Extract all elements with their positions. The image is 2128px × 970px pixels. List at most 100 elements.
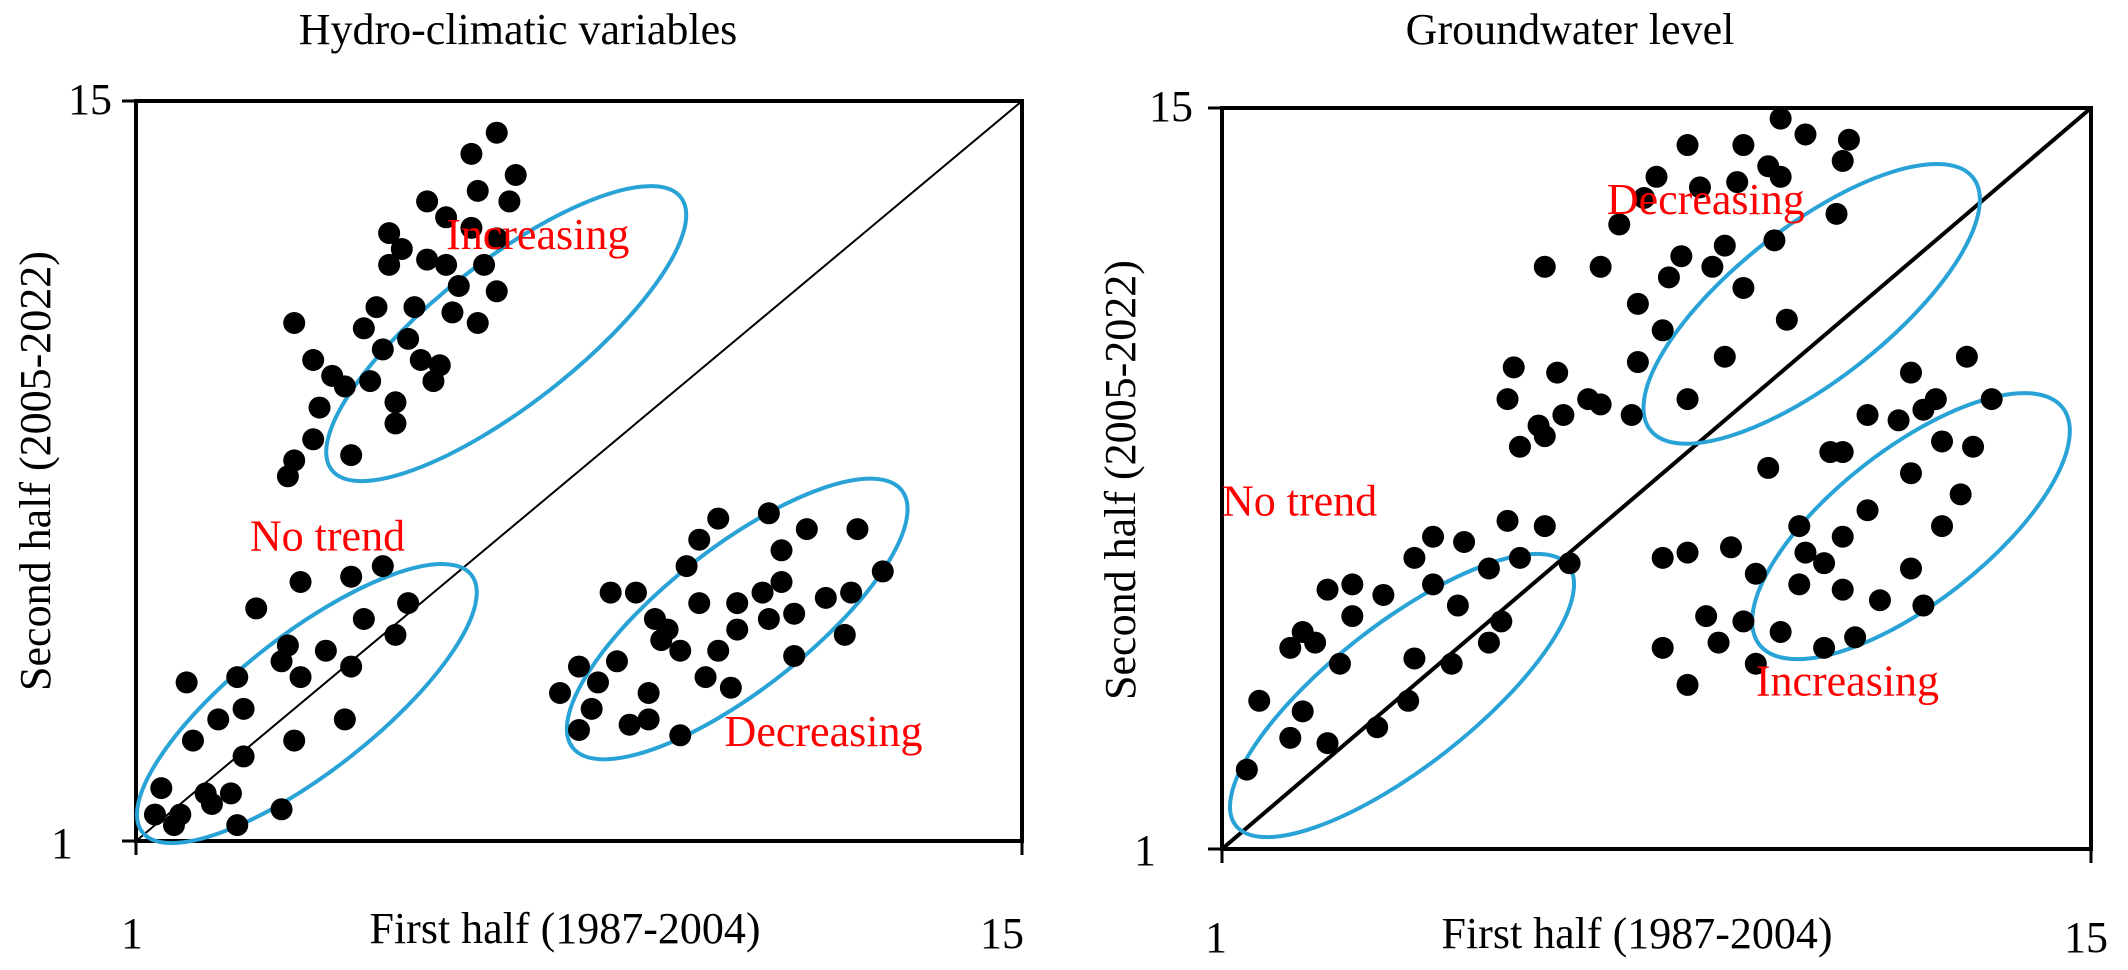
group-no-trend: No trend bbox=[134, 511, 479, 846]
data-point-decreasing bbox=[624, 581, 647, 604]
group-label-decreasing: Decreasing bbox=[1607, 175, 1805, 224]
data-point-increasing bbox=[340, 444, 363, 467]
data-point-no-trend bbox=[1533, 515, 1556, 538]
data-point-no-trend bbox=[270, 798, 293, 821]
data-point-increasing bbox=[1856, 403, 1879, 426]
x-axis-label: First half (1987-2004) bbox=[1441, 909, 1832, 958]
data-point-no-trend bbox=[207, 708, 230, 731]
data-point-decreasing bbox=[1502, 356, 1525, 379]
data-point-decreasing bbox=[846, 518, 869, 541]
data-point-decreasing bbox=[1546, 361, 1569, 384]
group-decreasing: Decreasing bbox=[549, 476, 922, 762]
data-point-no-trend bbox=[283, 729, 306, 752]
data-point-decreasing bbox=[637, 708, 660, 731]
data-point-increasing bbox=[378, 253, 401, 276]
data-point-no-trend bbox=[289, 666, 312, 689]
data-point-decreasing bbox=[1769, 165, 1792, 188]
data-point-decreasing bbox=[1831, 149, 1854, 172]
data-point-increasing bbox=[435, 206, 458, 229]
data-point-no-trend bbox=[1496, 509, 1519, 532]
y-tick-min: 1 bbox=[51, 819, 73, 868]
x-tick-min: 1 bbox=[121, 909, 143, 958]
chart-title: Groundwater level bbox=[1406, 5, 1735, 54]
data-point-increasing bbox=[352, 317, 375, 340]
data-point-decreasing bbox=[1688, 176, 1711, 199]
data-point-decreasing bbox=[707, 507, 730, 530]
data-point-increasing bbox=[1707, 631, 1730, 654]
data-point-increasing bbox=[1676, 673, 1699, 696]
data-point-decreasing bbox=[1552, 403, 1575, 426]
y-tick-max: 15 bbox=[1149, 82, 1193, 131]
data-point-decreasing bbox=[694, 666, 717, 689]
data-point-decreasing bbox=[1626, 351, 1649, 374]
data-point-increasing bbox=[302, 428, 325, 451]
data-point-no-trend bbox=[289, 571, 312, 593]
data-point-decreasing bbox=[599, 581, 622, 604]
data-point-increasing bbox=[473, 253, 496, 276]
data-point-decreasing bbox=[1657, 266, 1680, 289]
data-point-increasing bbox=[416, 248, 439, 271]
group-increasing: Increasing bbox=[276, 121, 689, 488]
data-point-decreasing bbox=[1763, 229, 1786, 252]
data-point-decreasing bbox=[586, 671, 609, 694]
data-point-no-trend bbox=[1397, 689, 1420, 712]
data-point-increasing bbox=[1955, 345, 1978, 368]
data-point-no-trend bbox=[1558, 552, 1581, 575]
data-point-increasing bbox=[403, 296, 426, 319]
plot-area: Increasing No trend Decreasing bbox=[134, 121, 922, 846]
data-point-decreasing bbox=[688, 528, 711, 551]
data-point-decreasing bbox=[568, 719, 590, 741]
data-point-increasing bbox=[1868, 589, 1891, 612]
data-point-increasing bbox=[498, 190, 521, 213]
data-point-decreasing bbox=[656, 618, 679, 641]
data-point-increasing bbox=[1931, 515, 1954, 538]
data-point-decreasing bbox=[1608, 213, 1631, 236]
data-point-decreasing bbox=[1508, 435, 1531, 458]
data-point-increasing bbox=[485, 121, 508, 144]
data-point-decreasing bbox=[707, 639, 730, 662]
data-point-increasing bbox=[365, 296, 388, 319]
data-point-increasing bbox=[1788, 515, 1811, 538]
data-point-decreasing bbox=[605, 650, 628, 673]
data-point-decreasing bbox=[1651, 319, 1674, 342]
data-point-increasing bbox=[283, 312, 306, 334]
data-point-no-trend bbox=[1453, 531, 1476, 554]
data-point-no-trend bbox=[1422, 525, 1445, 548]
data-point-no-trend bbox=[270, 650, 293, 673]
data-point-increasing bbox=[1788, 573, 1811, 596]
data-point-increasing bbox=[384, 412, 407, 435]
y-tick-min: 1 bbox=[1134, 826, 1156, 875]
x-tick-min: 1 bbox=[1205, 913, 1227, 962]
y-axis-label: Second half (2005-2022) bbox=[11, 251, 60, 691]
data-point-decreasing bbox=[580, 697, 603, 720]
data-point-no-trend bbox=[1341, 605, 1364, 628]
data-point-no-trend bbox=[1316, 578, 1339, 601]
data-point-decreasing bbox=[770, 539, 793, 562]
data-point-increasing bbox=[1813, 636, 1836, 659]
x-tick-max: 15 bbox=[980, 909, 1024, 958]
data-point-decreasing bbox=[1794, 123, 1817, 146]
data-point-increasing bbox=[378, 222, 401, 245]
data-point-increasing bbox=[1813, 552, 1836, 575]
data-point-increasing bbox=[321, 364, 344, 387]
data-point-increasing bbox=[1912, 398, 1935, 421]
data-point-increasing bbox=[435, 253, 458, 276]
data-point-increasing bbox=[485, 280, 508, 303]
data-point-decreasing bbox=[783, 645, 806, 667]
data-point-decreasing bbox=[1775, 308, 1798, 331]
one-to-one-line bbox=[135, 100, 1023, 842]
data-point-no-trend bbox=[371, 555, 394, 578]
data-point-increasing bbox=[1912, 594, 1935, 617]
data-point-no-trend bbox=[384, 623, 407, 646]
data-point-decreasing bbox=[1769, 107, 1792, 130]
data-point-decreasing bbox=[751, 581, 774, 604]
data-point-decreasing bbox=[1533, 255, 1556, 278]
data-point-increasing bbox=[409, 349, 432, 371]
data-point-no-trend bbox=[1341, 573, 1364, 596]
data-point-increasing bbox=[447, 275, 470, 297]
data-point-increasing bbox=[466, 312, 489, 334]
data-point-increasing bbox=[1899, 462, 1922, 485]
data-point-decreasing bbox=[840, 581, 863, 604]
data-point-decreasing bbox=[618, 713, 641, 736]
data-point-decreasing bbox=[675, 555, 698, 578]
